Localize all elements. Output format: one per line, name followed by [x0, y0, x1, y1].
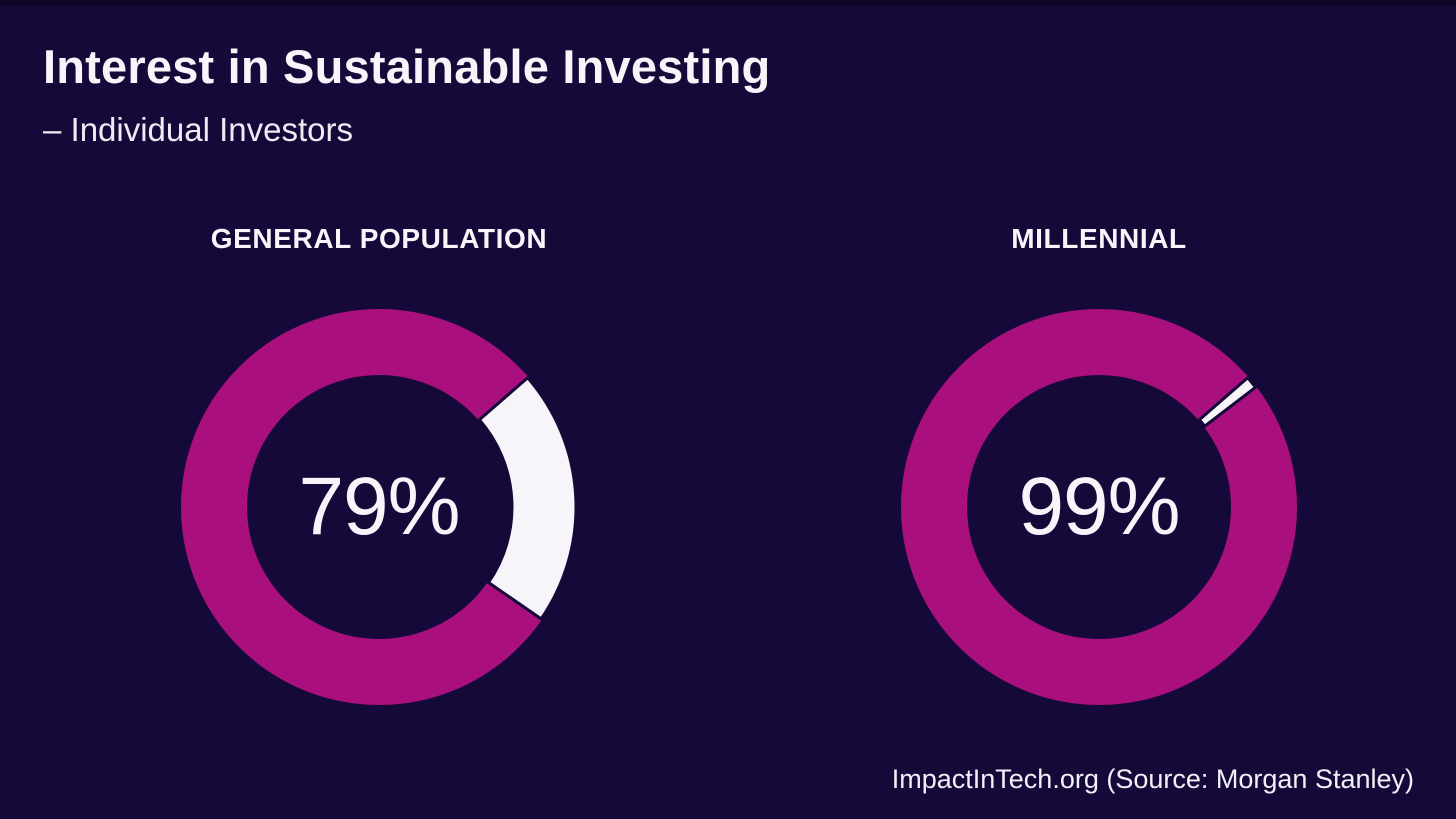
donut-remainder-segment — [477, 375, 577, 621]
donut-general-population: 79% — [181, 309, 577, 705]
page-subtitle: – Individual Investors — [43, 111, 354, 148]
donut-value-label: 99% — [1018, 461, 1180, 552]
donut-chart-millennial: MILLENNIAL 99% — [900, 222, 1298, 705]
header: Interest in Sustainable Investing – Indi… — [43, 40, 770, 150]
chart-label-general-population: GENERAL POPULATION — [210, 223, 548, 254]
donut-remainder-segment — [1197, 375, 1258, 429]
donut-svg — [901, 309, 1297, 705]
donut-millennial: 99% — [901, 309, 1297, 705]
top-edge-strip — [0, 0, 1456, 6]
donut-chart-general-population: GENERAL POPULATION 79% — [180, 222, 578, 705]
donut-value-label: 79% — [298, 461, 460, 552]
attribution: ImpactInTech.org (Source: Morgan Stanley… — [891, 764, 1414, 794]
donut-ring-value-segment — [901, 309, 1297, 705]
donut-svg — [181, 309, 577, 705]
chart-label-millennial: MILLENNIAL — [1011, 223, 1187, 254]
page-title: Interest in Sustainable Investing — [43, 40, 771, 93]
